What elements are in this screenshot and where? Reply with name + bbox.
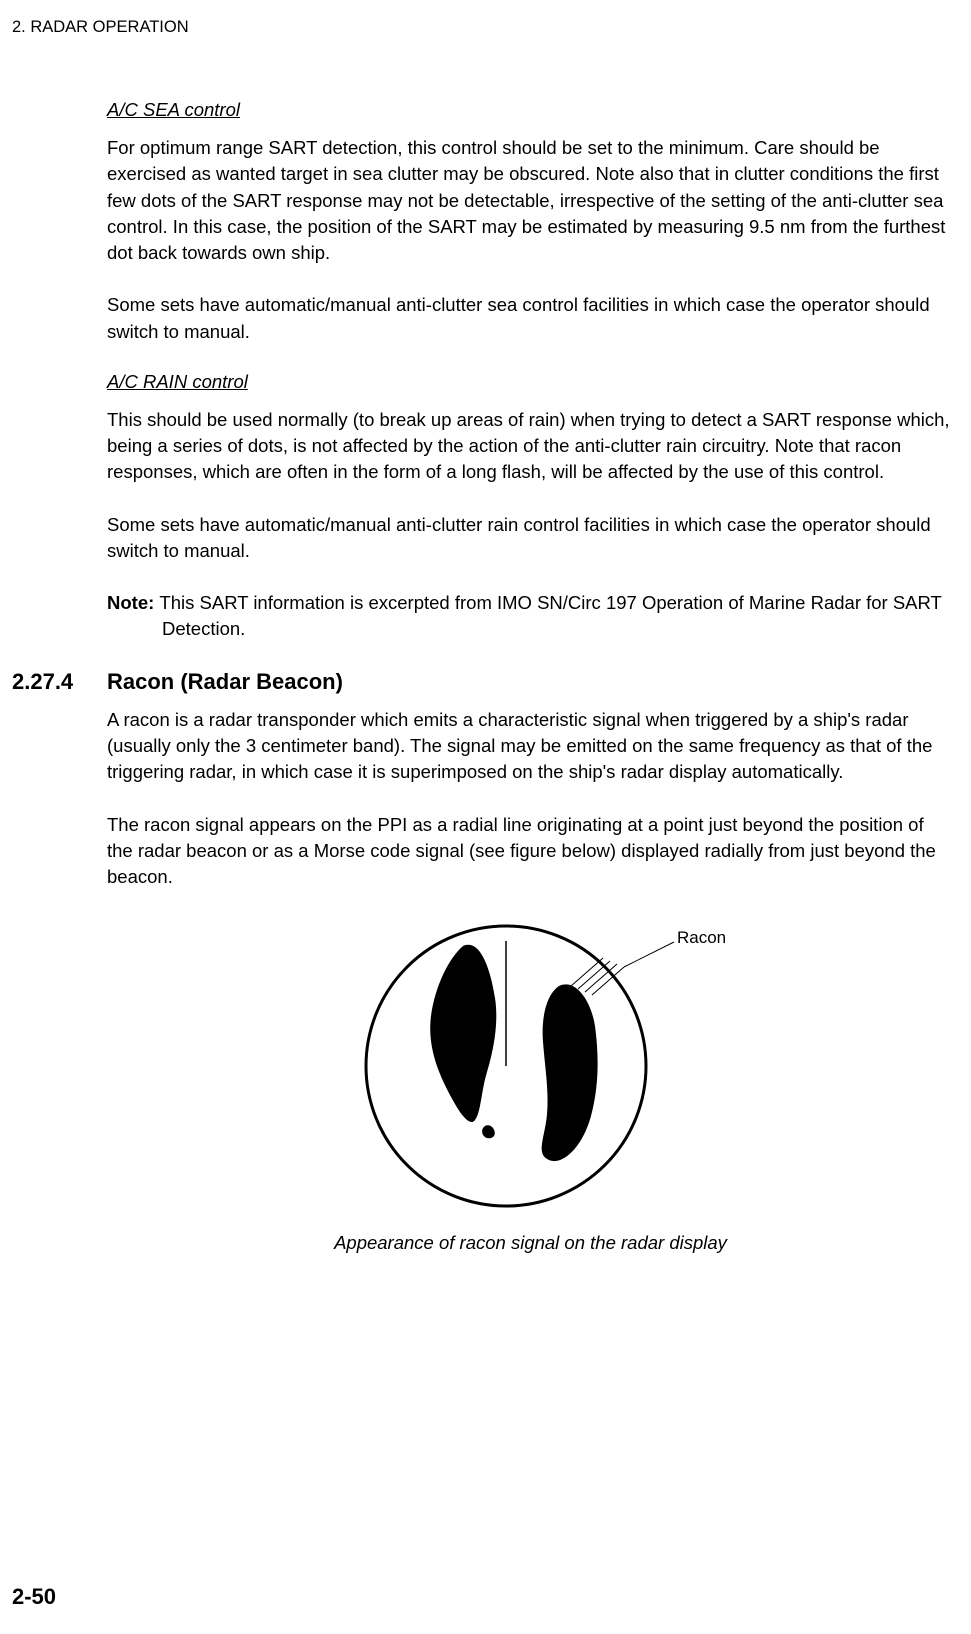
ac-sea-p1: For optimum range SART detection, this c…	[107, 135, 954, 266]
note-label: Note:	[107, 592, 159, 613]
note-paragraph: Note: This SART information is excerpted…	[107, 590, 954, 643]
racon-svg	[351, 916, 711, 1216]
section-number: 2.27.4	[12, 669, 107, 695]
page-header: 2. RADAR OPERATION	[12, 18, 959, 37]
racon-callout-label: Racon	[677, 928, 726, 948]
figure-caption: Appearance of racon signal on the radar …	[107, 1232, 954, 1254]
ac-sea-p2: Some sets have automatic/manual anti-clu…	[107, 292, 954, 345]
ac-rain-p2: Some sets have automatic/manual anti-clu…	[107, 512, 954, 565]
racon-p1: A racon is a radar transponder which emi…	[107, 707, 954, 786]
racon-figure: Racon	[107, 916, 954, 1226]
ac-sea-heading: A/C SEA control	[107, 99, 954, 121]
ac-rain-p1: This should be used normally (to break u…	[107, 407, 954, 486]
racon-p2: The racon signal appears on the PPI as a…	[107, 812, 954, 891]
page-number: 2-50	[12, 1584, 56, 1610]
note-text: This SART information is excerpted from …	[159, 592, 941, 639]
ac-rain-heading: A/C RAIN control	[107, 371, 954, 393]
section-2-27-4-row: 2.27.4 Racon (Radar Beacon)	[12, 669, 954, 695]
main-content: A/C SEA control For optimum range SART d…	[107, 99, 954, 1254]
section-title: Racon (Radar Beacon)	[107, 669, 343, 695]
